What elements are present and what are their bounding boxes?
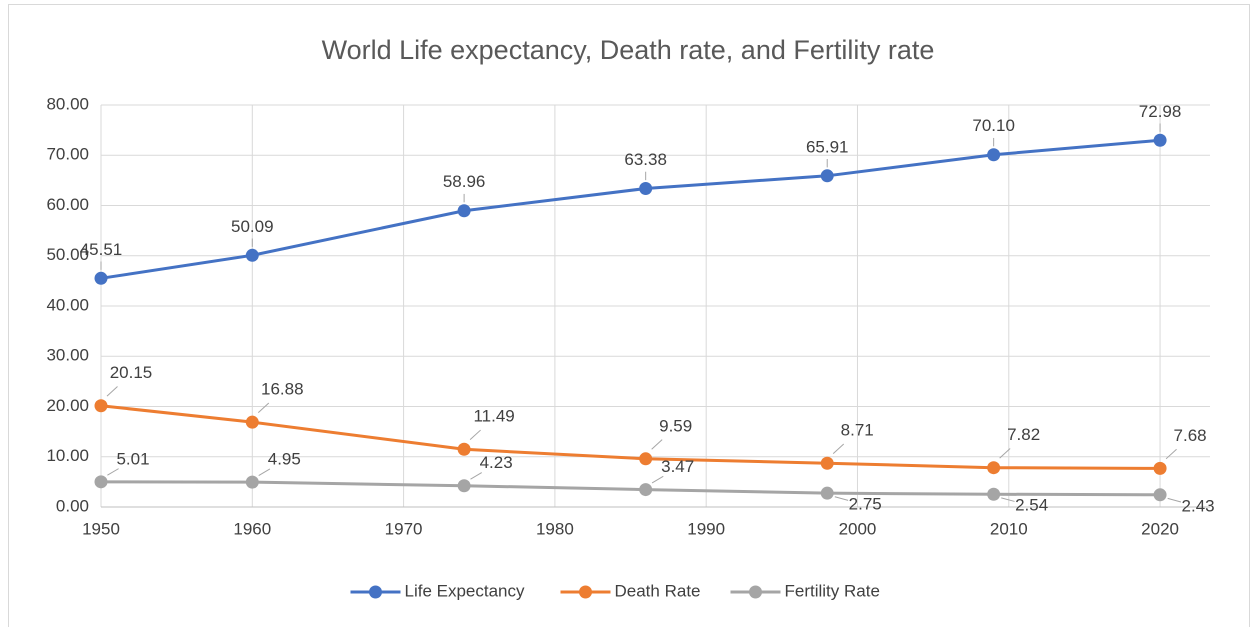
leader-line [834, 496, 849, 501]
data-point [245, 248, 259, 262]
legend-marker [749, 585, 762, 599]
data-point [820, 169, 834, 183]
x-tick-label: 2010 [990, 519, 1028, 538]
data-label: 4.23 [480, 453, 513, 472]
data-point [820, 456, 834, 470]
data-label: 58.96 [443, 172, 486, 191]
legend-label: Life Expectancy [405, 581, 526, 600]
leader-line [1167, 497, 1182, 503]
data-label: 2.43 [1182, 496, 1215, 515]
data-label: 16.88 [261, 380, 304, 399]
data-point [639, 483, 653, 497]
data-point [1153, 133, 1167, 147]
data-point [94, 271, 108, 285]
x-tick-label: 1980 [536, 519, 574, 538]
leader-line [1165, 448, 1177, 460]
y-tick-label: 0.00 [56, 496, 89, 515]
data-label: 7.82 [1007, 425, 1040, 444]
data-label: 63.38 [624, 150, 667, 169]
data-point [457, 204, 471, 218]
leader-line [470, 472, 482, 480]
leader-line [258, 468, 271, 476]
chart-title: World Life expectancy, Death rate, and F… [322, 35, 935, 65]
data-label: 9.59 [659, 416, 692, 435]
legend-label: Fertility Rate [785, 581, 880, 600]
legend-marker [369, 585, 382, 599]
x-tick-label: 1950 [82, 519, 120, 538]
data-point [1153, 461, 1167, 475]
data-label: 65.91 [806, 137, 849, 156]
data-label: 50.09 [231, 217, 274, 236]
data-label: 11.49 [473, 407, 514, 426]
x-tick-label: 1970 [385, 519, 423, 538]
y-tick-label: 20.00 [46, 396, 89, 415]
leader-line [651, 439, 663, 450]
chart-border [8, 4, 1250, 627]
x-tick-label: 1990 [687, 519, 725, 538]
leader-line [832, 443, 845, 455]
data-label: 45.51 [80, 240, 123, 259]
data-point [987, 461, 1001, 475]
data-label: 2.54 [1015, 496, 1048, 515]
leader-line [651, 475, 664, 484]
data-label: 2.75 [849, 495, 882, 514]
data-label: 20.15 [110, 363, 153, 382]
y-tick-label: 80.00 [46, 94, 89, 113]
y-tick-label: 70.00 [46, 145, 89, 164]
data-point [639, 452, 653, 466]
data-point [820, 486, 834, 500]
leader-line [999, 448, 1011, 459]
data-label: 72.98 [1139, 102, 1182, 121]
x-tick-label: 1960 [233, 519, 271, 538]
legend-marker [579, 585, 592, 599]
data-label: 8.71 [841, 421, 874, 440]
x-tick-label: 2020 [1141, 519, 1179, 538]
data-point [245, 415, 259, 429]
leader-line [257, 402, 270, 413]
data-label: 70.10 [972, 116, 1015, 135]
y-tick-label: 40.00 [46, 295, 89, 314]
data-point [457, 442, 471, 456]
data-label: 4.95 [268, 450, 301, 469]
data-point [94, 475, 108, 489]
leader-line [107, 468, 119, 476]
data-point [1153, 488, 1167, 502]
data-label: 5.01 [116, 449, 149, 468]
data-point [987, 148, 1001, 162]
y-tick-label: 50.00 [46, 245, 89, 264]
y-tick-label: 60.00 [46, 195, 89, 214]
data-point [245, 475, 259, 489]
data-label: 3.47 [661, 457, 694, 476]
data-point [457, 479, 471, 493]
data-label: 7.68 [1174, 426, 1207, 445]
leader-line [469, 429, 481, 441]
data-point [639, 182, 653, 196]
y-tick-label: 10.00 [46, 446, 89, 465]
y-tick-label: 30.00 [46, 346, 89, 365]
data-point [94, 399, 108, 413]
data-point [987, 487, 1001, 501]
leader-line [106, 386, 118, 397]
legend-label: Death Rate [615, 581, 701, 600]
leader-line [1001, 497, 1015, 502]
x-tick-label: 2000 [839, 519, 877, 538]
